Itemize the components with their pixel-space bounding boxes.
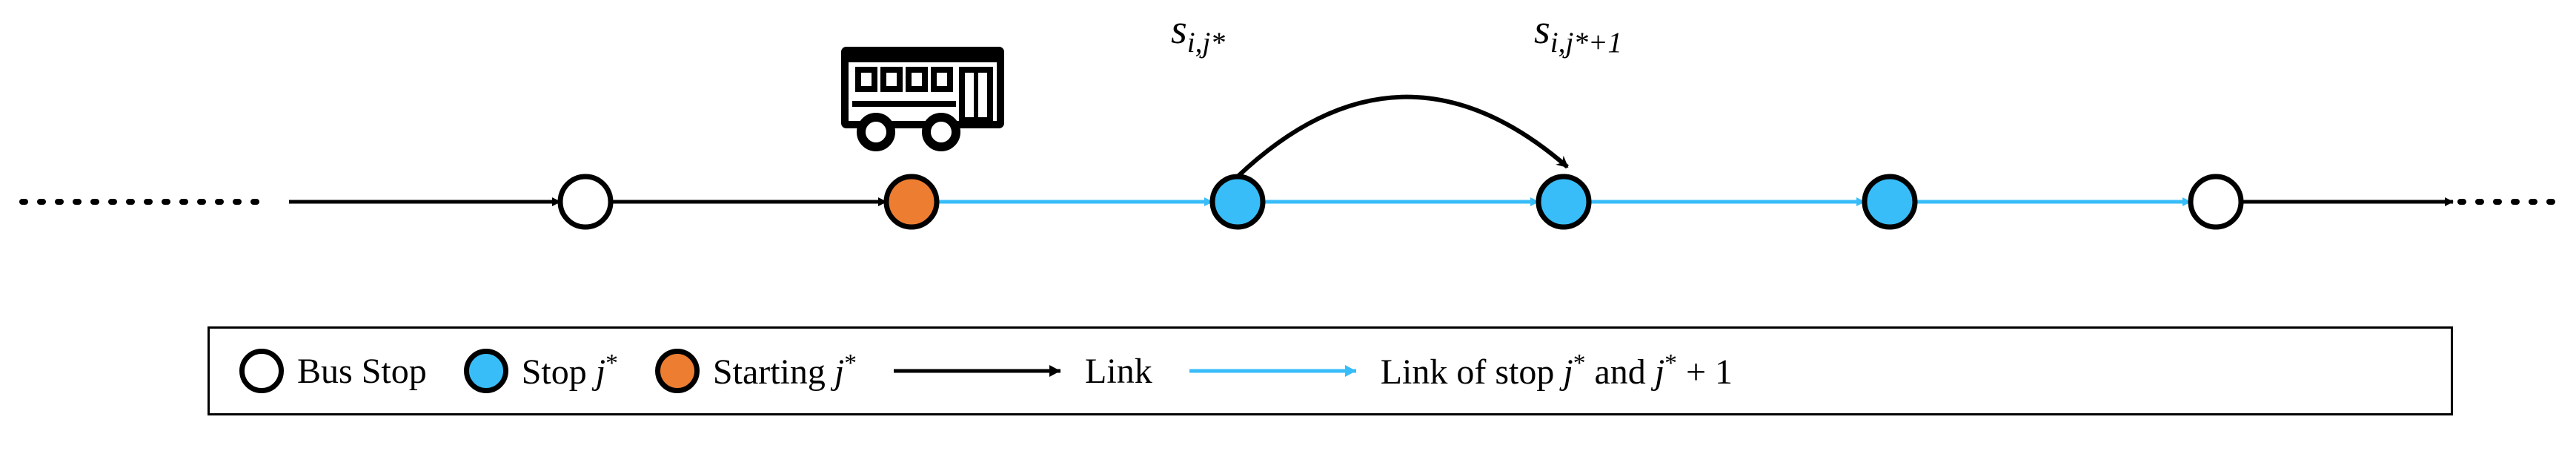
legend-item-stop-j: Stop j* — [464, 349, 618, 393]
bus-route-diagram: si,j* si,j*+1 Bus Stop Stop j* Starting … — [0, 0, 2576, 457]
node-bus-stop — [2191, 177, 2241, 227]
node-bus-stop — [560, 177, 611, 227]
legend-label: Link of stop j* and j* + 1 — [1381, 349, 1733, 392]
legend-arrow-blue — [1189, 360, 1367, 382]
legend-item-bus-stop: Bus Stop — [239, 349, 427, 393]
label-s-ij1: si,j*+1 — [1534, 6, 1622, 59]
legend-label: Bus Stop — [297, 351, 427, 392]
label-s: s — [1534, 7, 1550, 53]
label-s-ij: si,j* — [1171, 6, 1225, 59]
legend-arrow-black — [894, 360, 1072, 382]
legend: Bus Stop Stop j* Starting j* Link — [208, 326, 2453, 415]
bus-icon — [845, 50, 1000, 147]
legend-item-link: Link — [894, 351, 1152, 392]
label-s: s — [1171, 7, 1187, 53]
legend-circle-orange — [655, 349, 700, 393]
node-starting — [886, 177, 937, 227]
legend-label: Starting j* — [713, 349, 857, 392]
legend-item-link-blue: Link of stop j* and j* + 1 — [1189, 349, 1733, 392]
legend-item-starting-j: Starting j* — [655, 349, 857, 393]
legend-circle-blue — [464, 349, 508, 393]
node-stop — [1212, 177, 1263, 227]
legend-label: Stop j* — [522, 349, 618, 392]
node-stop — [1538, 177, 1589, 227]
legend-circle-white — [239, 349, 284, 393]
skip-arc — [1238, 97, 1567, 177]
legend-label: Link — [1085, 351, 1152, 392]
node-stop — [1865, 177, 1915, 227]
